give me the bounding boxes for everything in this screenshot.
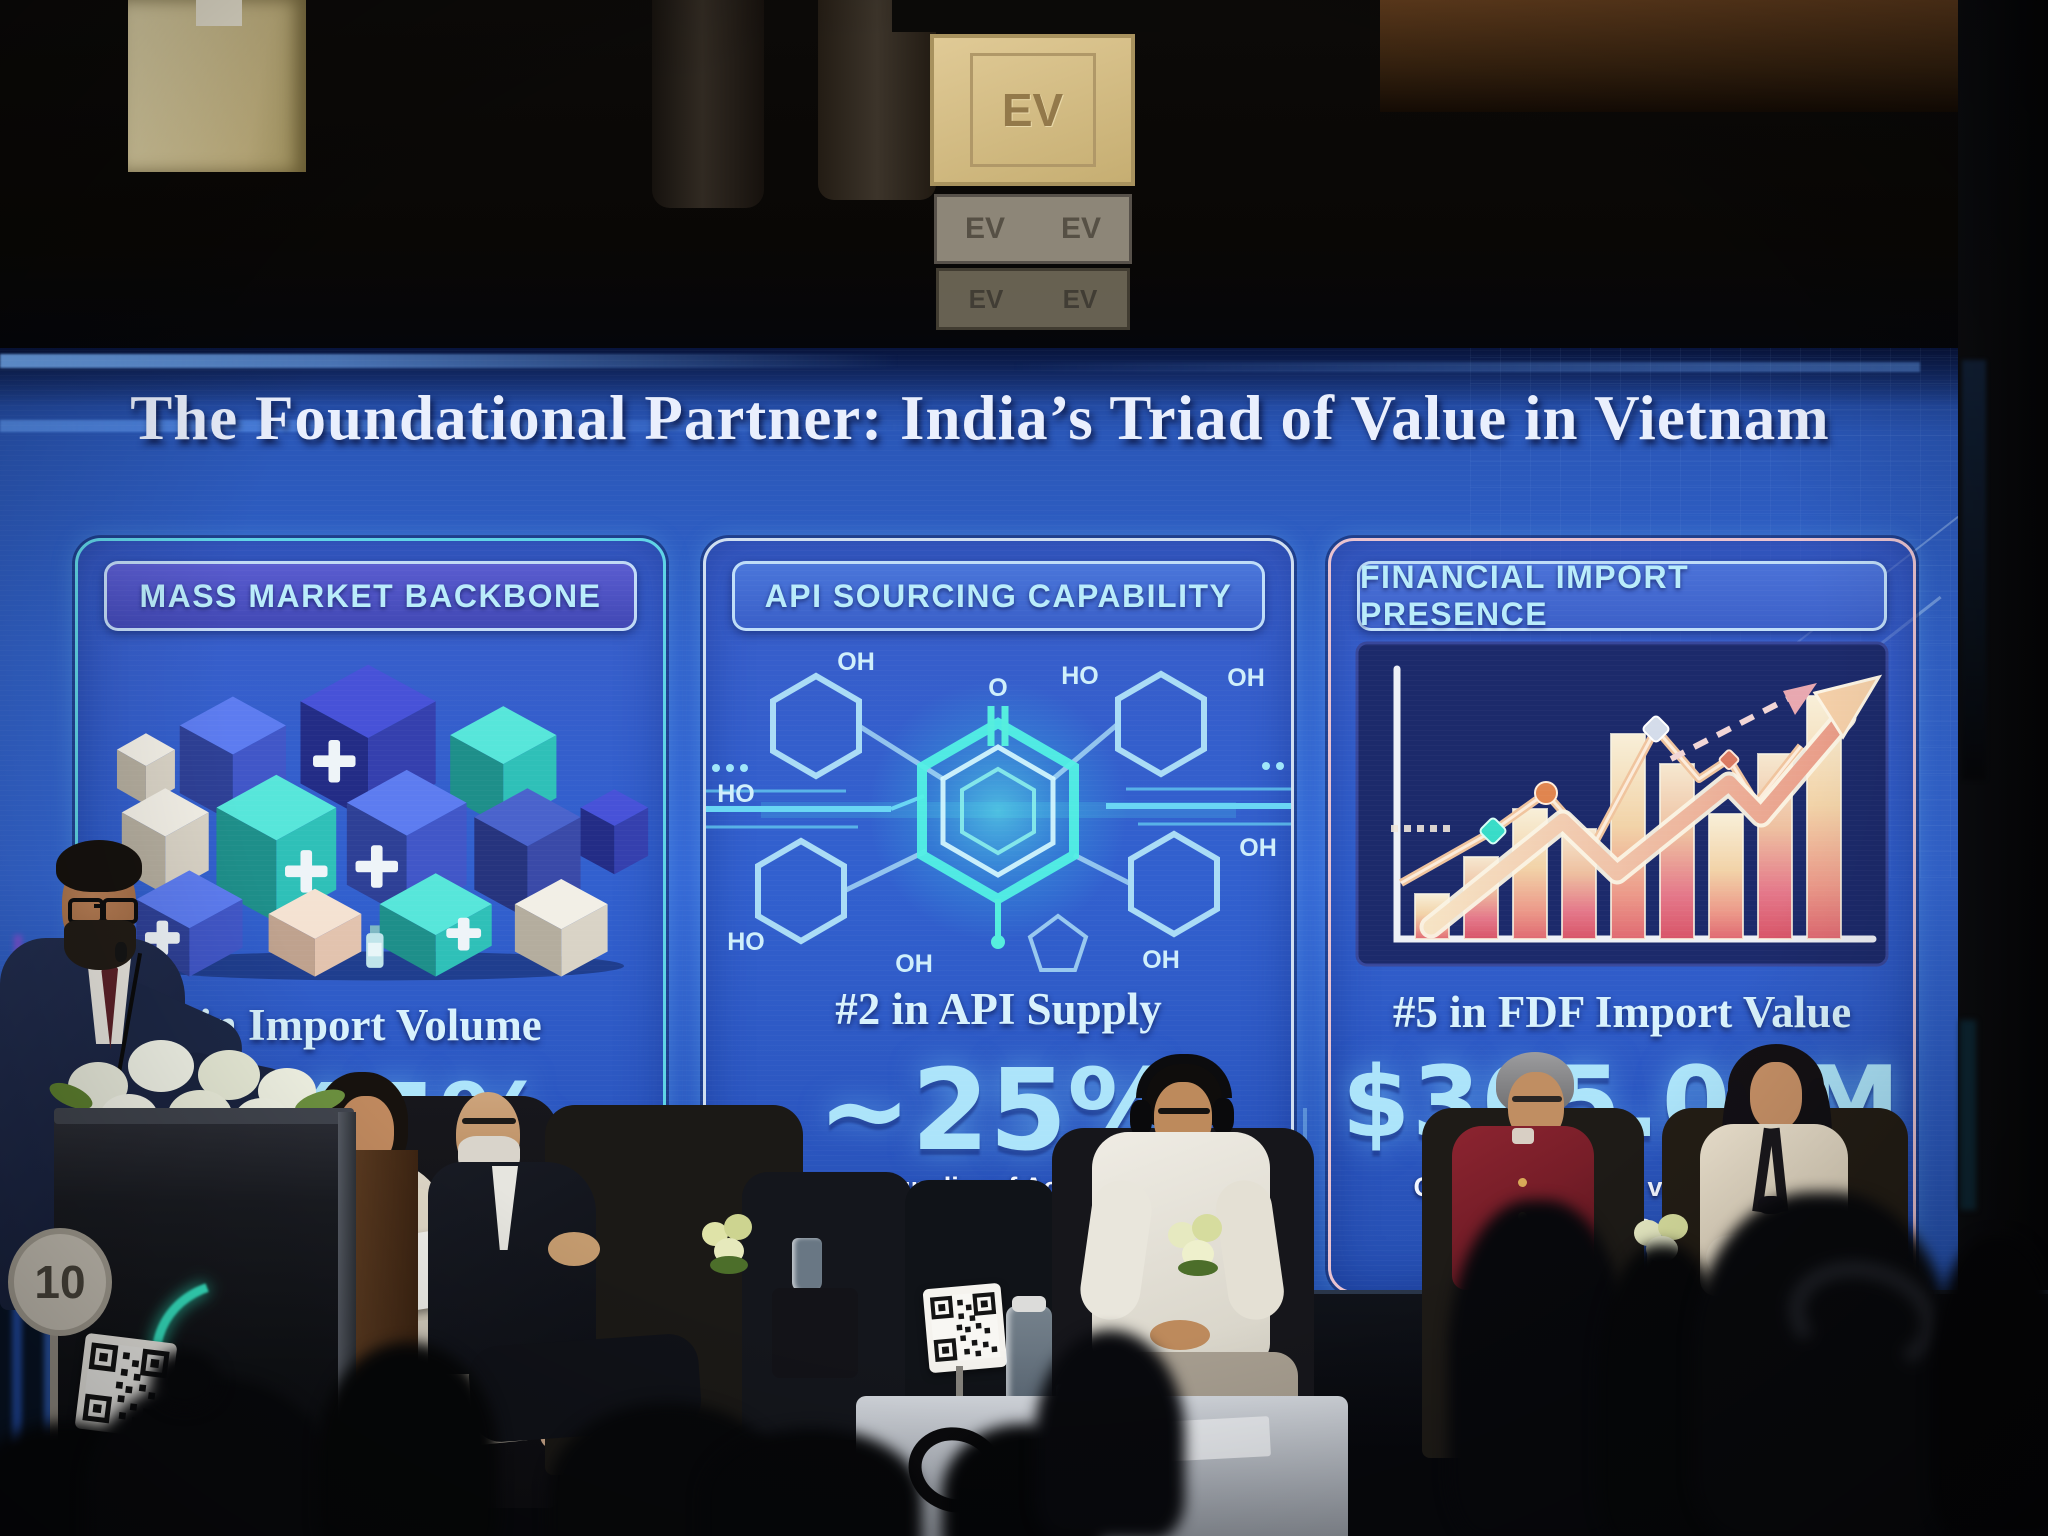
card3-header-label: FINANCIAL IMPORT PRESENCE (1360, 559, 1884, 633)
crate (216, 774, 337, 923)
ceiling-column (818, 0, 936, 200)
bar-light (12, 1262, 22, 1447)
flower-bouquet (1166, 1210, 1230, 1276)
glasses (462, 1118, 516, 1124)
leaves (710, 1256, 748, 1274)
ceiling-column (652, 0, 764, 208)
audience-hair-bun (150, 1350, 220, 1410)
ev-logo-text: EV (964, 212, 1006, 245)
ev-logo-text: EV (1062, 283, 1098, 314)
glasses (1158, 1108, 1210, 1114)
card2-header-label: API SOURCING CAPABILITY (765, 578, 1233, 615)
medical-crates-illustration (116, 664, 649, 981)
screen-streak (0, 354, 900, 368)
molecule-label: OH (1142, 946, 1180, 974)
ceiling-panel-tab (196, 0, 242, 26)
blossom (1192, 1214, 1222, 1242)
crate (580, 789, 649, 875)
speaker-box-bottom: EV EV (936, 268, 1130, 330)
card1-header: MASS MARKET BACKBONE (104, 561, 637, 631)
ceiling-wood-beam (1380, 0, 2048, 112)
molecule-illustration: OH HO HO OH O HO OH OH OH (706, 648, 1291, 978)
circuit-lines-left (706, 764, 925, 829)
water-glass (792, 1238, 822, 1292)
bar-chart-illustration (1355, 641, 1889, 967)
molecule-labels: OH HO HO OH O HO OH OH OH (717, 648, 1277, 978)
chart-markers (1479, 715, 1740, 845)
card1-stat-line: in Import Volume (78, 999, 663, 1051)
ev-logo-text: EV (968, 283, 1004, 314)
pillar-reflection (1962, 360, 1986, 780)
central-hexagon (917, 706, 1079, 949)
ev-logo-text: EV (1001, 84, 1064, 136)
card-api-sourcing: API SOURCING CAPABILITY (703, 538, 1294, 1294)
crate (379, 873, 492, 977)
hair (56, 840, 142, 892)
audience-head (318, 1342, 498, 1536)
carafe-cap (1012, 1296, 1046, 1312)
circuit-lines-right (1106, 762, 1291, 826)
table-sign-number: 10 (34, 1256, 86, 1308)
qr-standee (922, 1282, 1008, 1374)
benzene-rings (755, 670, 1220, 972)
mic-capsule (115, 942, 127, 962)
headphones-earcup (1130, 1100, 1152, 1136)
podium-top-lip (54, 1108, 354, 1124)
molecule-label: OH (1227, 664, 1265, 692)
speaker-rig-truss (892, 0, 1160, 32)
pillar-reflection (1960, 1020, 1976, 1210)
screen-streak (0, 420, 960, 432)
ev-logo: EV (969, 53, 1096, 167)
crate (474, 788, 581, 919)
crate (136, 870, 243, 977)
table-sign-10: 10 (8, 1228, 112, 1336)
blossom (128, 1040, 194, 1092)
blossom (724, 1214, 752, 1240)
blazer-button (1518, 1178, 1527, 1187)
card3-header: FINANCIAL IMPORT PRESENCE (1357, 559, 1887, 633)
audience-head (1035, 1330, 1185, 1536)
molecule-label: OH (895, 950, 933, 978)
qr-code (929, 1291, 1001, 1363)
slide-title: The Foundational Partner: India’s Triad … (40, 382, 1920, 455)
ev-logo-text: EV (1060, 212, 1102, 245)
collar (1512, 1128, 1534, 1144)
face (1750, 1062, 1802, 1130)
blossom (1658, 1214, 1688, 1240)
headphones-earcup (1212, 1098, 1234, 1134)
audience-head (702, 1428, 922, 1536)
speaker-box-mid: EV EV (934, 194, 1132, 264)
screen-streak (1010, 362, 1920, 372)
glasses-bridge (94, 904, 104, 908)
molecule-label: HO (1061, 662, 1099, 690)
card3-stat-line: #5 in FDF Import Value (1331, 986, 1913, 1038)
glasses (1512, 1096, 1562, 1102)
ceiling-light-panel (128, 0, 306, 172)
molecule-label: HO (727, 928, 765, 956)
hands (1150, 1320, 1210, 1350)
molecule-label: OH (1239, 834, 1277, 862)
leaves (1178, 1260, 1218, 1276)
audience-head (1932, 1236, 2048, 1536)
ceiling: EV EV EV EV EV (0, 0, 2048, 348)
molecule-label: O (988, 674, 1007, 702)
speaker-stack: EV EV EV EV EV (930, 26, 1135, 330)
side-table (772, 1288, 858, 1378)
chart-big-arrow (1419, 674, 1883, 939)
card2-stat-line: #2 in API Supply (706, 983, 1291, 1035)
medicine-bottle (366, 925, 384, 968)
audience-head (1692, 1192, 1952, 1536)
bar-light (44, 1258, 54, 1453)
flower-bouquet (700, 1212, 758, 1274)
molecule-label: OH (837, 648, 875, 676)
chart-dashed-arrow (1669, 683, 1817, 762)
card2-header: API SOURCING CAPABILITY (732, 561, 1265, 631)
card1-header-label: MASS MARKET BACKBONE (140, 578, 602, 615)
chart-dotted-row (1391, 825, 1450, 832)
molecule-label: HO (717, 780, 755, 808)
speaker-box-top: EV (930, 34, 1135, 186)
hands (548, 1232, 600, 1266)
